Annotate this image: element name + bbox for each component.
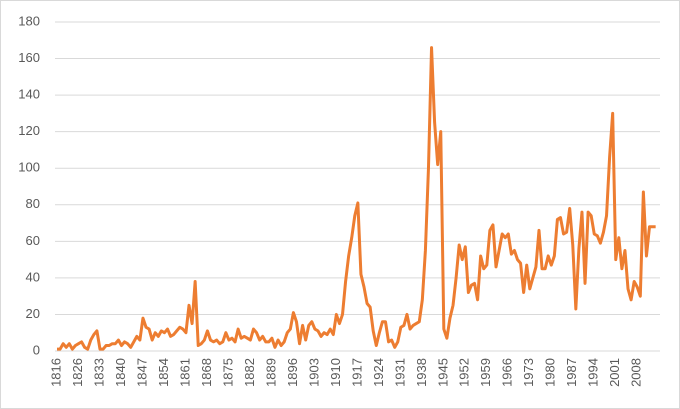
data-line — [57, 46, 656, 351]
x-tick-label: 1854 — [156, 358, 171, 387]
x-tick-label: 1980 — [543, 358, 558, 387]
y-tick-label: 120 — [18, 123, 40, 138]
x-tick-label: 1840 — [113, 358, 128, 387]
y-tick-label: 0 — [33, 342, 40, 357]
x-tick-label: 1882 — [242, 358, 257, 387]
x-tick-label: 1945 — [435, 358, 450, 387]
x-tick-label: 1868 — [199, 358, 214, 387]
x-tick-label: 1959 — [478, 358, 493, 387]
x-tick-label: 2008 — [629, 358, 644, 387]
x-tick-label: 1889 — [263, 358, 278, 387]
y-tick-label: 100 — [18, 160, 40, 175]
x-tick-label: 1966 — [500, 358, 515, 387]
x-tick-label: 1938 — [414, 358, 429, 387]
x-tick-label: 1910 — [328, 358, 343, 387]
y-tick-label: 160 — [18, 50, 40, 65]
x-tick-label: 1861 — [177, 358, 192, 387]
x-tick-label: 1973 — [521, 358, 536, 387]
x-tick-label: 1896 — [285, 358, 300, 387]
x-tick-label: 1816 — [48, 358, 63, 387]
x-tick-label: 1987 — [564, 358, 579, 387]
x-tick-label: 1924 — [371, 358, 386, 387]
y-tick-label: 20 — [26, 306, 40, 321]
x-tick-label: 1847 — [134, 358, 149, 387]
x-tick-label: 1875 — [220, 358, 235, 387]
y-tick-label: 80 — [26, 196, 40, 211]
y-tick-label: 60 — [26, 233, 40, 248]
x-tick-label: 1903 — [306, 358, 321, 387]
x-tick-label: 1833 — [91, 358, 106, 387]
x-tick-label: 1994 — [586, 358, 601, 387]
x-tick-label: 2001 — [607, 358, 622, 387]
x-tick-label: 1917 — [349, 358, 364, 387]
y-tick-label: 180 — [18, 13, 40, 28]
y-tick-label: 140 — [18, 87, 40, 102]
x-tick-label: 1826 — [70, 358, 85, 387]
y-tick-label: 40 — [26, 269, 40, 284]
x-tick-label: 1952 — [457, 358, 472, 387]
x-tick-label: 1931 — [392, 358, 407, 387]
